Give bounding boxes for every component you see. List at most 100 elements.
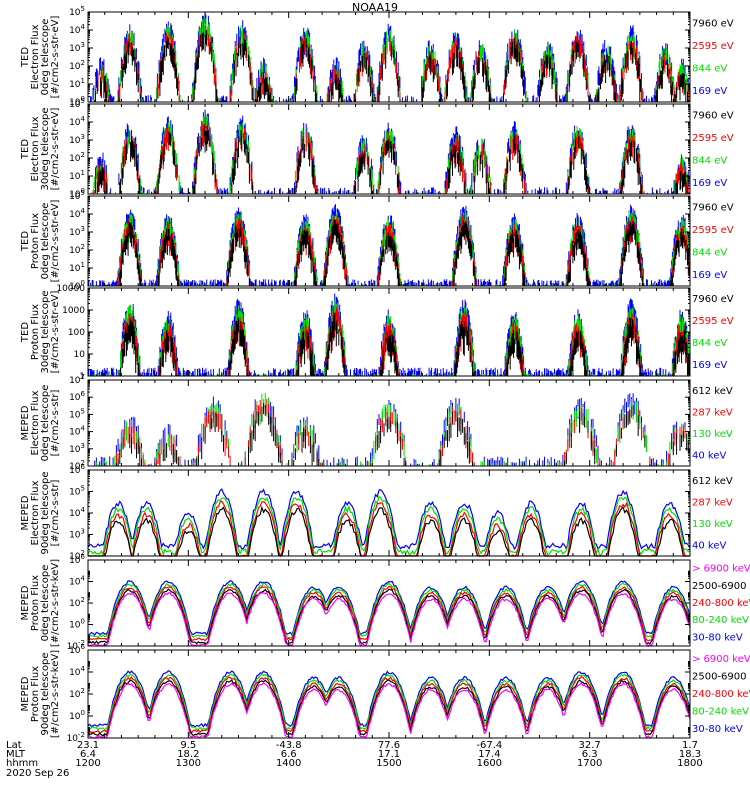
y-tick-label: 106 bbox=[69, 390, 85, 403]
y-tick-label: 103 bbox=[69, 133, 85, 146]
y-axis-label-line: 30deg telescope bbox=[40, 107, 51, 190]
series-8-1 bbox=[87, 681, 691, 740]
panel-6: 102 103 104 105 106 MEPED Electron Flux 90deg t… bbox=[20, 463, 733, 562]
y-tick-label: 10000 bbox=[56, 284, 85, 294]
y-axis-label: MEPED Electron Flux 90deg telescope [#/cm2-… bbox=[20, 471, 61, 554]
footer-date: 2020 Sep 26 bbox=[6, 768, 69, 779]
y-axis-label-line: [#/cm2-s-str-eV] bbox=[50, 291, 61, 374]
footer-value: 6.3 bbox=[582, 749, 598, 760]
y-axis-label-line: MEPED bbox=[20, 585, 31, 620]
y-axis-label: MEPED Electron Flux 0deg telescope [#/cm2-s… bbox=[20, 385, 61, 462]
y-axis-label: TED Proton Flux 30deg telescope [#/cm2-s-st… bbox=[20, 290, 61, 373]
y-tick-label: 104 bbox=[69, 665, 85, 678]
y-tick-label: 104 bbox=[69, 506, 85, 519]
panel-8: 10-2 100 102 104 106 MEPED Proton Flux 90deg te… bbox=[20, 643, 750, 744]
y-tick-label: 100 bbox=[69, 618, 85, 631]
y-tick-label: 103 bbox=[69, 41, 85, 54]
series-6-4 bbox=[87, 488, 691, 551]
legend-entry: > 6900 keV bbox=[692, 654, 750, 665]
y-tick-label: 104 bbox=[69, 207, 85, 220]
footer-value: 17.4 bbox=[478, 749, 500, 760]
y-axis-label-line: Proton Flux bbox=[30, 666, 41, 722]
legend-entry: > 6900 keV bbox=[692, 564, 750, 575]
y-axis-label-line: TED bbox=[20, 47, 31, 68]
legend-entry: 80-240 keV bbox=[692, 615, 749, 626]
y-axis-label-line: 0deg telescope bbox=[40, 203, 51, 280]
y-tick-label: 10-2 bbox=[67, 639, 85, 652]
legend-entry: 2595 eV bbox=[692, 41, 734, 52]
legend-entry: 7960 eV bbox=[692, 18, 734, 29]
y-tick-label: 100 bbox=[69, 95, 85, 108]
legend-entry: 2595 eV bbox=[692, 225, 734, 236]
footer-value: 23.1 bbox=[77, 740, 99, 751]
legend-entry: 2500-6900 bbox=[692, 581, 747, 592]
y-tick-label: 100 bbox=[69, 187, 85, 200]
y-axis-label-line: 90deg telescope bbox=[40, 471, 51, 554]
y-axis-label-line: Electron Flux bbox=[30, 390, 41, 455]
footer-value: 1400 bbox=[276, 758, 301, 769]
series-1-4 bbox=[90, 12, 690, 102]
footer-value: 18.3 bbox=[679, 749, 701, 760]
y-axis-label-line: MEPED bbox=[20, 405, 31, 440]
y-axis-label-line: [#/cm2-s-str-eV] bbox=[50, 108, 61, 191]
y-axis-label-line: 0deg telescope bbox=[40, 19, 51, 96]
y-axis-label-line: [#/cm2-s-str-eV] bbox=[50, 16, 61, 99]
legend-entry: 169 eV bbox=[692, 270, 727, 281]
legend-entry: 130 keV bbox=[692, 429, 733, 440]
footer-value: 6.6 bbox=[281, 749, 297, 760]
legend-entry: 7960 eV bbox=[692, 294, 734, 305]
y-axis-label: MEPED Proton Flux 0deg telescope [#/cm2-s-s… bbox=[20, 559, 61, 647]
series-6-2 bbox=[87, 500, 690, 558]
series-2-1 bbox=[95, 124, 690, 194]
legend-entry: 169 eV bbox=[692, 360, 727, 371]
y-axis-label-line: Electron Flux bbox=[30, 24, 41, 89]
y-axis-label: MEPED Proton Flux 90deg telescope [#/cm2-s-… bbox=[20, 650, 61, 738]
y-tick-label: 101 bbox=[69, 261, 85, 274]
panel-frame bbox=[87, 649, 691, 739]
legend-entry: 844 eV bbox=[692, 247, 727, 258]
series-8-2 bbox=[87, 679, 691, 737]
y-axis-label-line: Proton Flux bbox=[30, 575, 41, 631]
legend-entry: 80-240 keV bbox=[692, 707, 749, 718]
legend-entry: 7960 eV bbox=[692, 202, 734, 213]
y-tick-label: 104 bbox=[69, 425, 85, 438]
legend-entry: 240-800 keV bbox=[692, 598, 750, 609]
y-axis-label-line: MEPED bbox=[20, 495, 31, 530]
y-tick-label: 106 bbox=[69, 553, 85, 566]
y-tick-label: 104 bbox=[69, 115, 85, 128]
y-axis-label-line: [#/cm2-s-str] bbox=[50, 479, 61, 546]
series-7-5 bbox=[87, 580, 691, 637]
legend-entry: 287 keV bbox=[692, 407, 733, 418]
y-axis-label-line: 90deg telescope bbox=[40, 652, 51, 735]
legend-entry: 30-80 keV bbox=[692, 632, 743, 643]
y-axis-label-line: Electron Flux bbox=[30, 116, 41, 181]
y-tick-label: 105 bbox=[69, 485, 85, 498]
legend-entry: 169 eV bbox=[692, 86, 727, 97]
panel-1: 100 101 102 103 104 105 TED Electron Flux 0deg t… bbox=[20, 5, 734, 108]
y-axis-label: TED Electron Flux 0deg telescope [#/cm2-s-s… bbox=[20, 16, 61, 99]
y-axis-label-line: TED bbox=[20, 139, 31, 160]
y-tick-label: 100 bbox=[68, 328, 85, 338]
y-axis-label-line: 0deg telescope bbox=[40, 385, 51, 462]
y-axis-label: TED Proton Flux 0deg telescope [#/cm2-s-str… bbox=[20, 200, 61, 283]
footer-value: 9.5 bbox=[180, 740, 196, 751]
footer-value: 1700 bbox=[577, 758, 602, 769]
footer-value: 32.7 bbox=[579, 740, 601, 751]
y-tick-label: 106 bbox=[69, 643, 85, 656]
series-3-1 bbox=[119, 219, 691, 286]
y-axis-label-line: [#/cm2-s-str-keV] bbox=[50, 650, 61, 738]
y-tick-label: 100 bbox=[69, 709, 85, 722]
series-5-4 bbox=[87, 393, 691, 466]
legend-entry: 40 keV bbox=[692, 540, 726, 551]
y-tick-label: 102 bbox=[69, 596, 85, 609]
footer-value: 1200 bbox=[75, 758, 100, 769]
legend-entry: 612 keV bbox=[692, 386, 733, 397]
y-tick-label: 102 bbox=[69, 59, 85, 72]
footer-value: 1500 bbox=[376, 758, 401, 769]
y-tick-label: 100 bbox=[69, 279, 85, 292]
y-axis-label-line: Proton Flux bbox=[30, 304, 41, 360]
y-tick-label: 10-2 bbox=[67, 731, 85, 744]
series-8-4 bbox=[87, 673, 691, 731]
y-tick-label: 10 bbox=[74, 350, 86, 360]
